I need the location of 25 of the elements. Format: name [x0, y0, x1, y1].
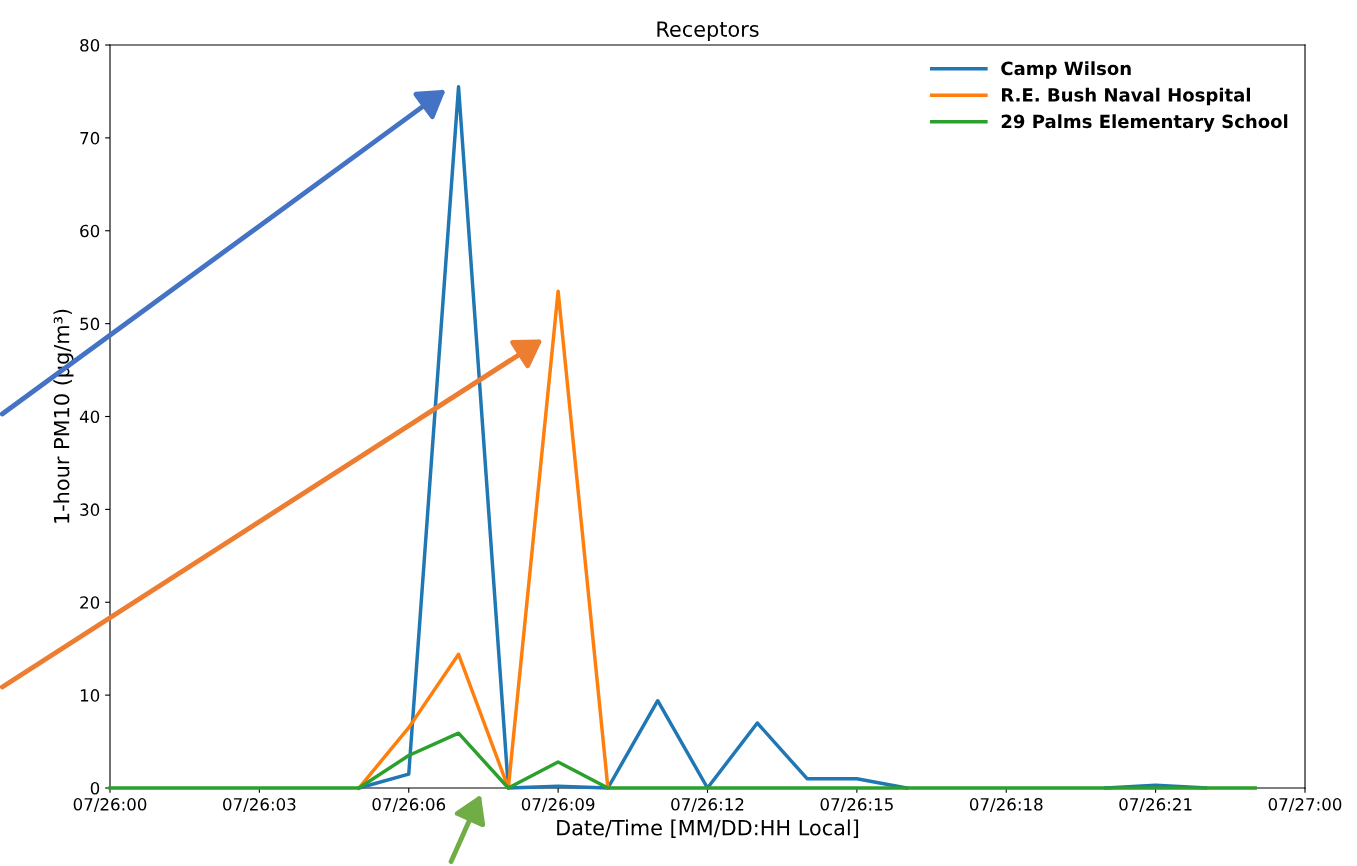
x-tick-label: 07/26:00 [73, 798, 147, 812]
x-tick-label: 07/26:06 [372, 798, 446, 812]
x-tick-label: 07/26:21 [1119, 798, 1192, 812]
y-tick-label: 10 [80, 689, 100, 702]
x-tick-label: 07/26:09 [521, 798, 595, 812]
line-series [108, 731, 1257, 790]
y-tick-label: 20 [80, 596, 100, 609]
x-tick-label: 07/26:18 [969, 798, 1043, 812]
x-tick-label: 07/26:03 [223, 798, 296, 812]
y-tick-label: 50 [80, 317, 100, 331]
x-tick-label: 07/27:00 [1268, 798, 1342, 812]
legend-label: Camp Wilson [1001, 61, 1131, 79]
y-tick-label: 30 [80, 503, 100, 516]
line-series [357, 289, 610, 790]
legend-label: 29 Palms Elementary School [1001, 114, 1288, 132]
x-tick-label: 07/26:12 [671, 798, 744, 812]
x-axis-title: Date/Time [MM/DD:HH Local] [557, 819, 859, 838]
y-tick-label: 70 [80, 131, 100, 145]
y-tick-label: 80 [80, 38, 100, 52]
x-tick-label: 07/26:15 [820, 798, 893, 812]
legend-label: R.E. Bush Naval Hospital [1002, 87, 1251, 106]
chart-title: Receptors [657, 21, 759, 41]
y-tick-label: 60 [80, 224, 100, 238]
y-tick-label: 40 [79, 410, 100, 424]
y-tick-label: 0 [90, 781, 100, 795]
